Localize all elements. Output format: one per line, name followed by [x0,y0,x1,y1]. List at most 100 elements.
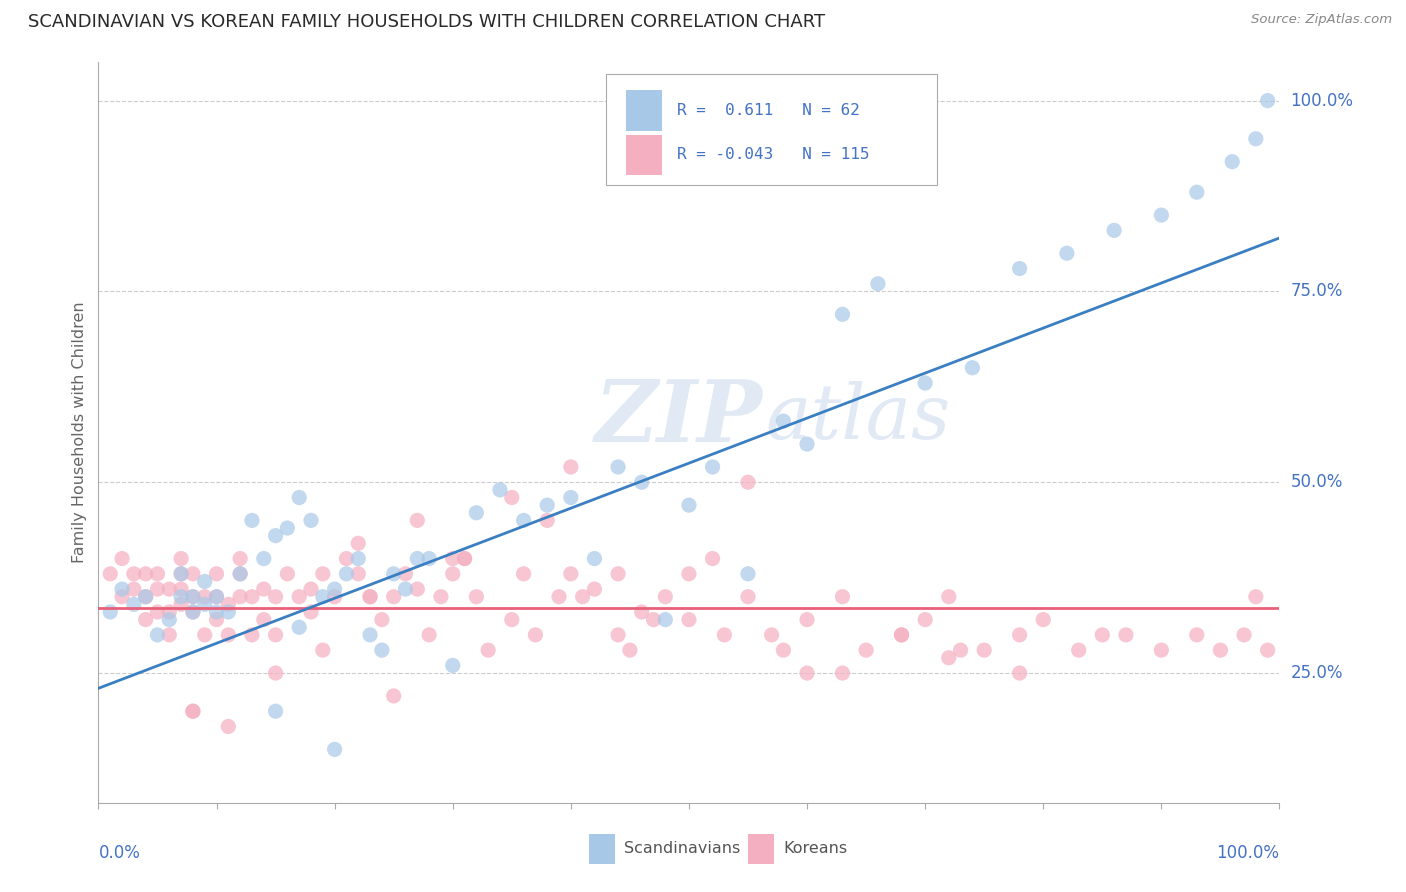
Point [1257,94,1279,108]
Point [146,566,169,581]
Point [737,566,759,581]
Text: 75.0%: 75.0% [1291,283,1343,301]
Text: Koreans: Koreans [783,841,848,856]
Point [678,613,700,627]
Point [98,566,121,581]
Point [430,590,453,604]
Point [560,460,582,475]
Point [157,628,180,642]
Point [536,498,558,512]
Bar [626,135,662,176]
Text: ZIP: ZIP [595,376,762,459]
Point [831,307,853,321]
Point [441,551,464,566]
Text: R =  0.611   N = 62: R = 0.611 N = 62 [678,103,860,118]
Point [194,574,217,589]
Point [949,643,972,657]
Point [1233,628,1256,642]
Point [382,689,405,703]
Point [146,605,169,619]
Point [194,598,217,612]
Point [264,529,287,543]
Point [607,628,630,642]
Point [229,566,252,581]
Point [406,513,429,527]
Point [181,704,204,718]
Point [170,566,193,581]
Point [560,491,582,505]
Point [98,605,121,619]
Point [359,590,381,604]
Point [371,643,394,657]
Point [962,360,984,375]
Point [465,506,488,520]
Point [194,590,217,604]
Point [288,620,311,634]
Point [359,628,381,642]
Point [1185,185,1208,199]
Point [453,551,475,566]
Point [1115,628,1137,642]
Point [170,582,193,596]
Point [299,513,322,527]
Point [1056,246,1078,260]
Point [914,376,936,390]
Y-axis label: Family Households with Children: Family Households with Children [72,301,87,564]
Point [453,551,475,566]
Point [111,551,134,566]
Point [299,605,322,619]
Point [181,590,204,604]
Point [170,598,193,612]
Point [253,613,276,627]
Point [205,605,228,619]
Point [170,566,193,581]
Point [371,613,394,627]
Point [583,582,606,596]
Point [607,566,630,581]
Point [229,590,252,604]
Point [831,590,853,604]
Point [643,613,665,627]
Point [122,598,145,612]
Point [866,277,889,291]
Point [276,566,298,581]
Point [1091,628,1114,642]
Point [536,513,558,527]
Point [512,566,534,581]
Point [157,613,180,627]
Point [359,590,381,604]
Point [181,605,204,619]
Text: R = -0.043   N = 115: R = -0.043 N = 115 [678,147,870,162]
Point [737,590,759,604]
Point [654,613,676,627]
Point [1008,666,1031,681]
Bar [748,834,773,863]
Point [240,513,263,527]
Point [796,666,818,681]
Point [229,566,252,581]
Point [938,590,960,604]
Point [489,483,512,497]
Point [205,590,228,604]
Point [406,582,429,596]
Point [501,613,523,627]
Point [240,590,263,604]
Point [796,437,818,451]
Point [205,566,228,581]
Point [855,643,877,657]
Point [1008,628,1031,642]
Point [831,666,853,681]
Point [477,643,499,657]
Point [890,628,912,642]
Point [335,566,357,581]
Point [157,605,180,619]
Point [394,566,416,581]
Point [418,628,440,642]
Point [253,551,276,566]
Point [1102,223,1125,237]
Point [205,613,228,627]
Point [1150,643,1173,657]
Point [702,460,724,475]
Point [1067,643,1090,657]
Point [571,590,593,604]
